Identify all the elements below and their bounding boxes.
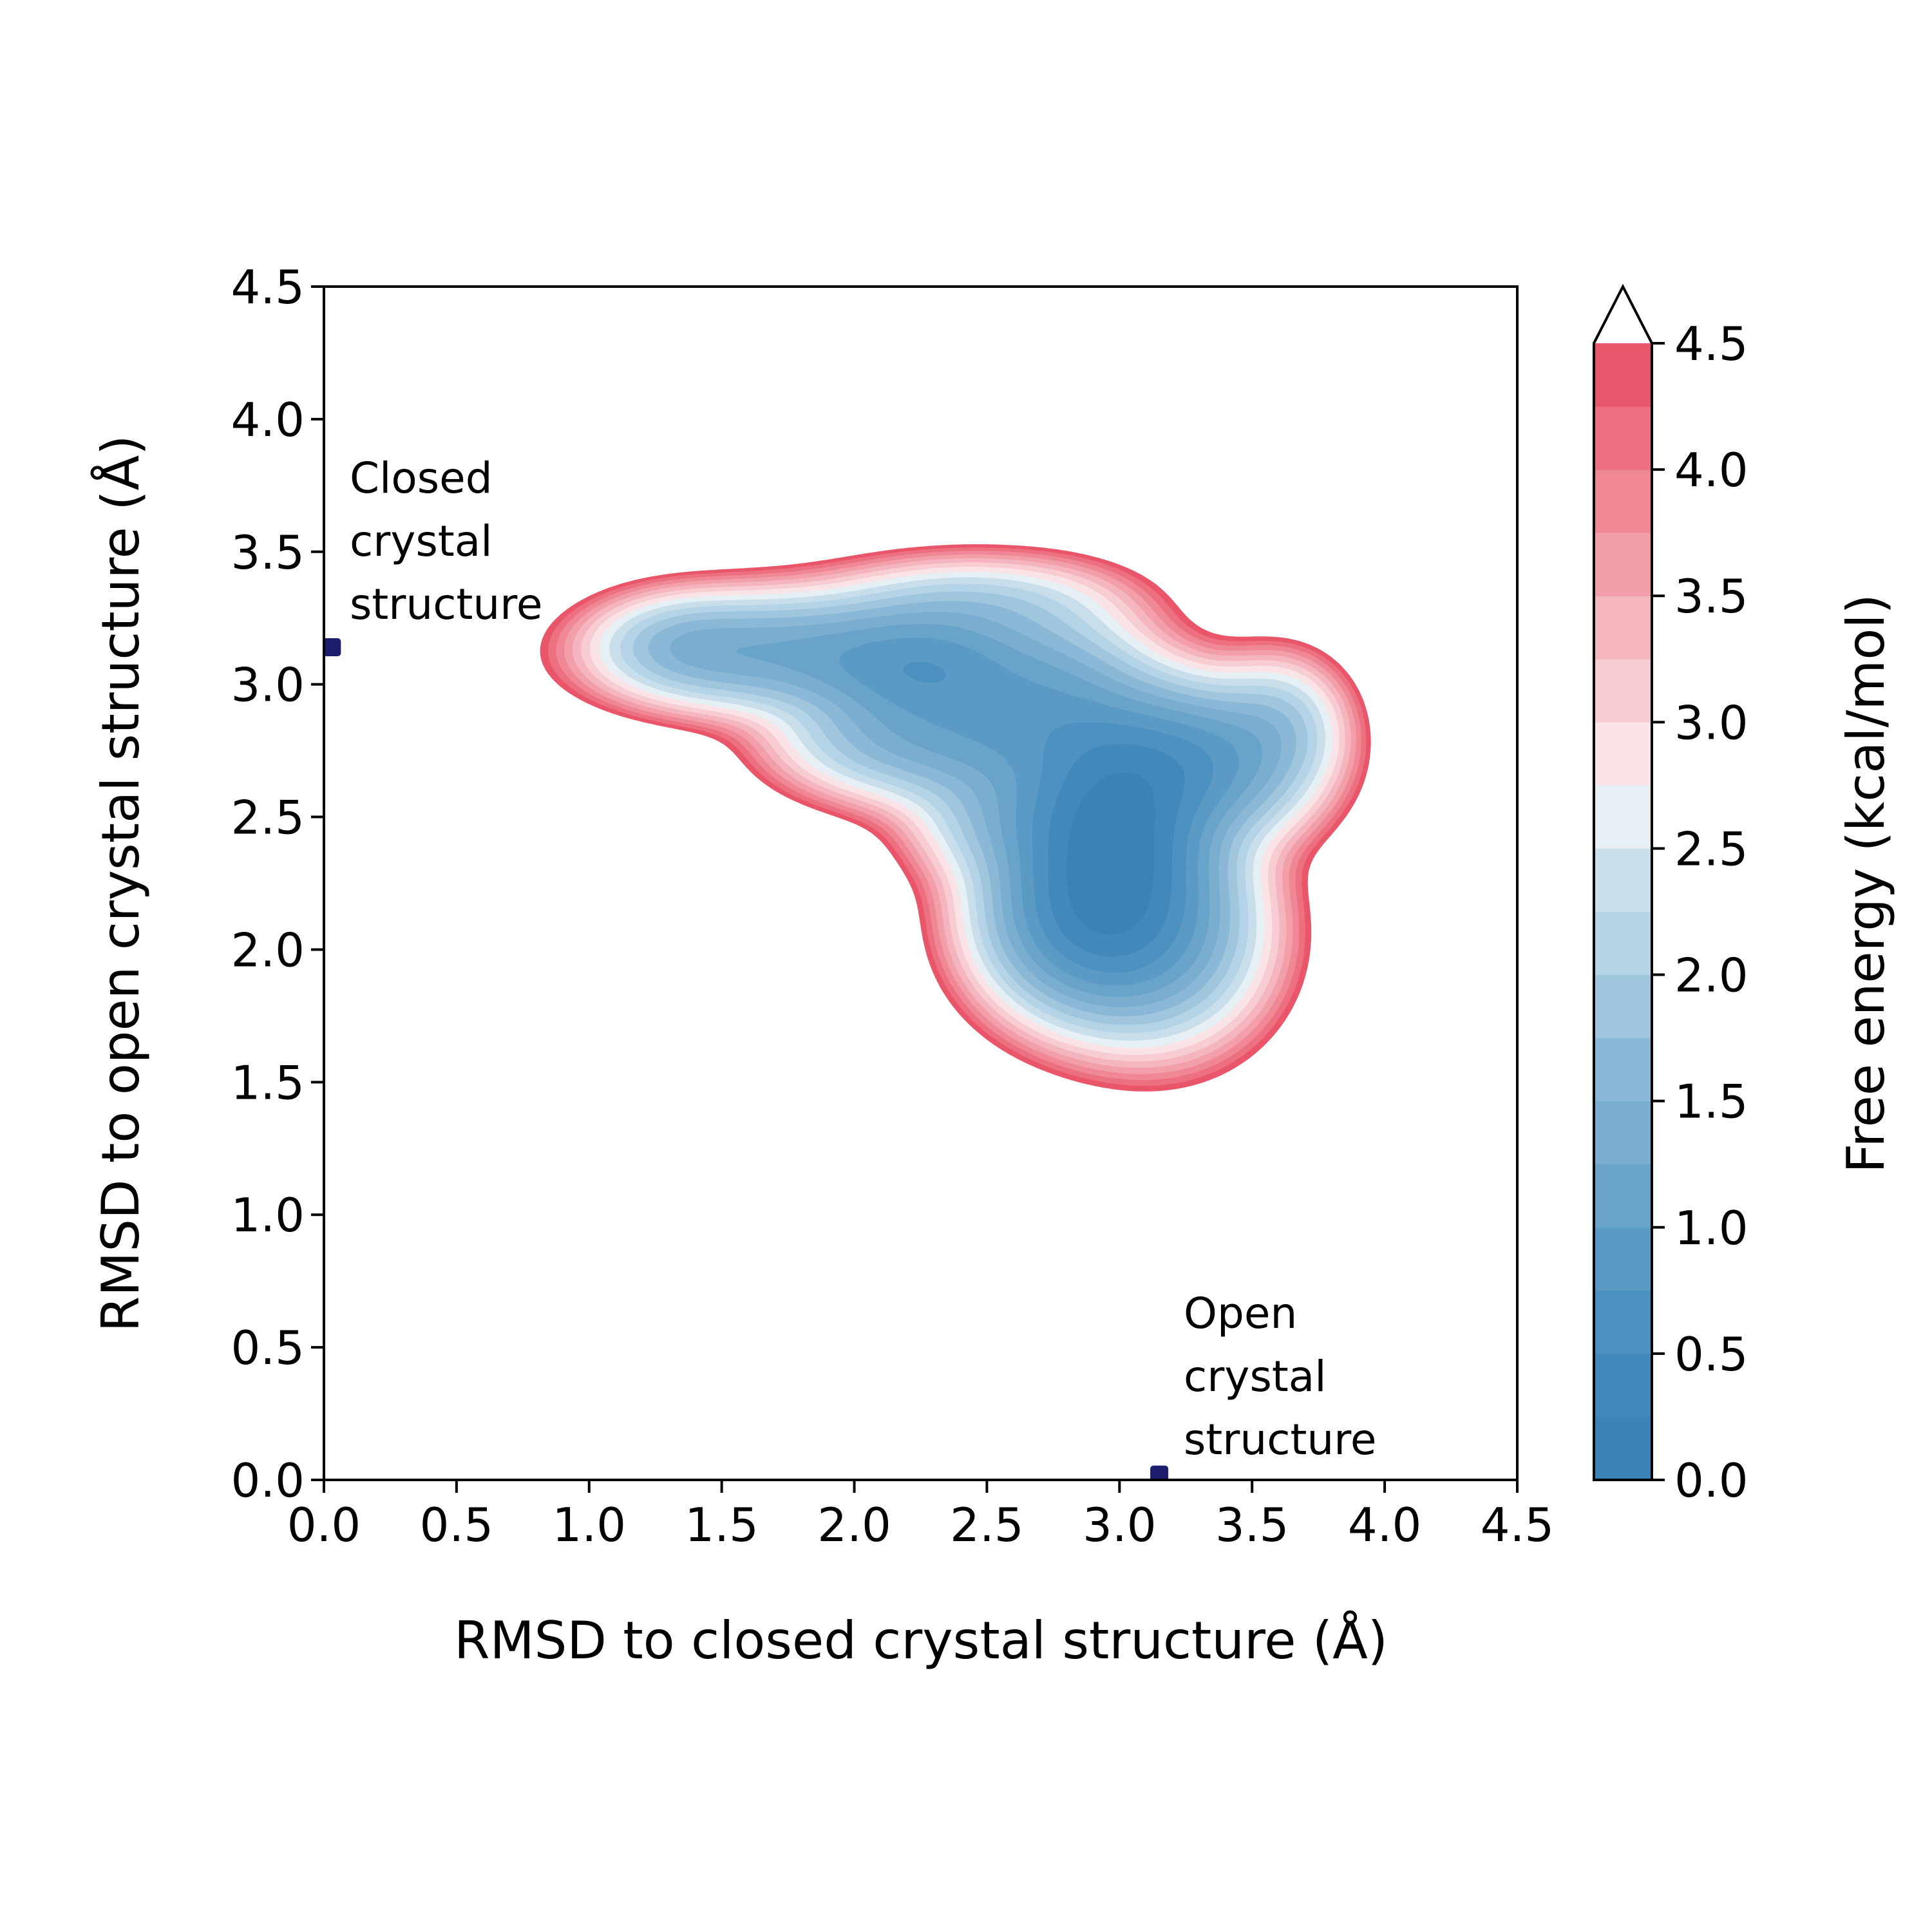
- colorbar-band: [1594, 1353, 1652, 1417]
- plot-frame: [323, 285, 1519, 1481]
- colorbar-band: [1594, 343, 1652, 407]
- colorbar-band: [1594, 1290, 1652, 1354]
- colorbar-band: [1594, 406, 1652, 470]
- colorbar-tick-label: 2.0: [1674, 949, 1748, 1003]
- colorbar-band: [1594, 1164, 1652, 1228]
- colorbar-tick-label: 1.5: [1674, 1075, 1748, 1129]
- colorbar-tick-label: 3.5: [1674, 569, 1748, 623]
- colorbar-tick-label: 3.0: [1674, 696, 1748, 750]
- open-annotation-line-2: crystal: [1184, 1352, 1327, 1401]
- colorbar-band: [1594, 974, 1652, 1039]
- colorbar-band: [1594, 911, 1652, 976]
- x-tick-label: 0.0: [287, 1498, 361, 1552]
- colorbar-band: [1594, 785, 1652, 849]
- colorbar-tick-label: 0.5: [1674, 1327, 1748, 1381]
- x-tick-label: 2.5: [950, 1498, 1024, 1552]
- x-axis-ticks: 0.0 0.5 1.0 1.5 2.0 2.5 3.0 3.5 4.0 4.5: [287, 1480, 1555, 1552]
- colorbar-band: [1594, 596, 1652, 659]
- colorbar-tick-label: 4.5: [1674, 317, 1748, 371]
- plot-area: [324, 544, 1371, 1480]
- y-tick-label: 4.0: [231, 393, 305, 447]
- contour-band: [1066, 772, 1155, 935]
- colorbar-band: [1594, 469, 1652, 533]
- x-tick-label: 3.5: [1215, 1498, 1289, 1552]
- x-tick-label: 4.0: [1348, 1498, 1422, 1552]
- y-axis-ticks: 0.0 0.5 1.0 1.5 2.0 2.5 3.0 3.5 4.0 4.5: [231, 260, 324, 1508]
- colorbar-tick-label: 4.0: [1674, 443, 1748, 497]
- y-axis-title: RMSD to open crystal structure (Å): [90, 435, 151, 1332]
- closed-annotation-line-1: Closed: [350, 453, 493, 503]
- structure-markers: [324, 638, 1169, 1480]
- x-tick-label: 2.0: [817, 1498, 891, 1552]
- y-tick-label: 0.0: [231, 1454, 305, 1508]
- colorbar-tick-label: 1.0: [1674, 1201, 1748, 1255]
- y-tick-label: 2.5: [231, 791, 305, 845]
- x-tick-label: 4.5: [1481, 1498, 1555, 1552]
- free-energy-contours: [540, 544, 1371, 1092]
- colorbar: 0.0 0.5 1.0 1.5 2.0 2.5 3.0 3.5 4.0 4.5 Free ener…: [1593, 283, 1896, 1508]
- closed-annotation-line-2: crystal: [350, 516, 493, 566]
- y-tick-label: 1.0: [231, 1188, 305, 1242]
- open-annotation: Open crystal structure: [1184, 1289, 1377, 1464]
- open-annotation-line-3: structure: [1184, 1415, 1377, 1464]
- colorbar-label: Free energy (kcal/mol): [1836, 594, 1896, 1173]
- colorbar-band: [1594, 1037, 1652, 1102]
- colorbar-bands: [1594, 287, 1652, 1481]
- colorbar-band: [1594, 1416, 1652, 1481]
- y-tick-label: 3.0: [231, 658, 305, 712]
- colorbar-extend-triangle: [1594, 287, 1652, 343]
- x-axis-title: RMSD to closed crystal structure (Å): [454, 1610, 1388, 1671]
- x-tick-label: 0.5: [420, 1498, 494, 1552]
- y-tick-label: 3.5: [231, 526, 305, 580]
- x-tick-label: 3.0: [1083, 1498, 1157, 1552]
- crystal-structure-marker: [1150, 1465, 1169, 1480]
- crystal-structure-marker: [324, 638, 341, 657]
- colorbar-tick-label: 2.5: [1674, 822, 1748, 876]
- open-annotation-line-1: Open: [1184, 1289, 1297, 1338]
- colorbar-band: [1594, 848, 1652, 912]
- x-tick-label: 1.0: [553, 1498, 627, 1552]
- colorbar-band: [1594, 722, 1652, 786]
- colorbar-outline: [1593, 283, 1653, 1481]
- x-tick-label: 1.5: [685, 1498, 759, 1552]
- colorbar-ticks: 0.0 0.5 1.0 1.5 2.0 2.5 3.0 3.5 4.0 4.5: [1652, 317, 1748, 1508]
- y-tick-label: 1.5: [231, 1056, 305, 1110]
- closed-annotation: Closed crystal structure: [350, 453, 543, 629]
- colorbar-band: [1594, 1227, 1652, 1291]
- colorbar-band: [1594, 533, 1652, 596]
- colorbar-tick-label: 0.0: [1674, 1454, 1748, 1508]
- closed-annotation-line-3: structure: [350, 580, 543, 629]
- colorbar-band: [1594, 1101, 1652, 1165]
- y-tick-label: 4.5: [231, 260, 305, 314]
- y-tick-label: 0.5: [231, 1321, 305, 1375]
- colorbar-band: [1594, 659, 1652, 723]
- y-tick-label: 2.0: [231, 923, 305, 977]
